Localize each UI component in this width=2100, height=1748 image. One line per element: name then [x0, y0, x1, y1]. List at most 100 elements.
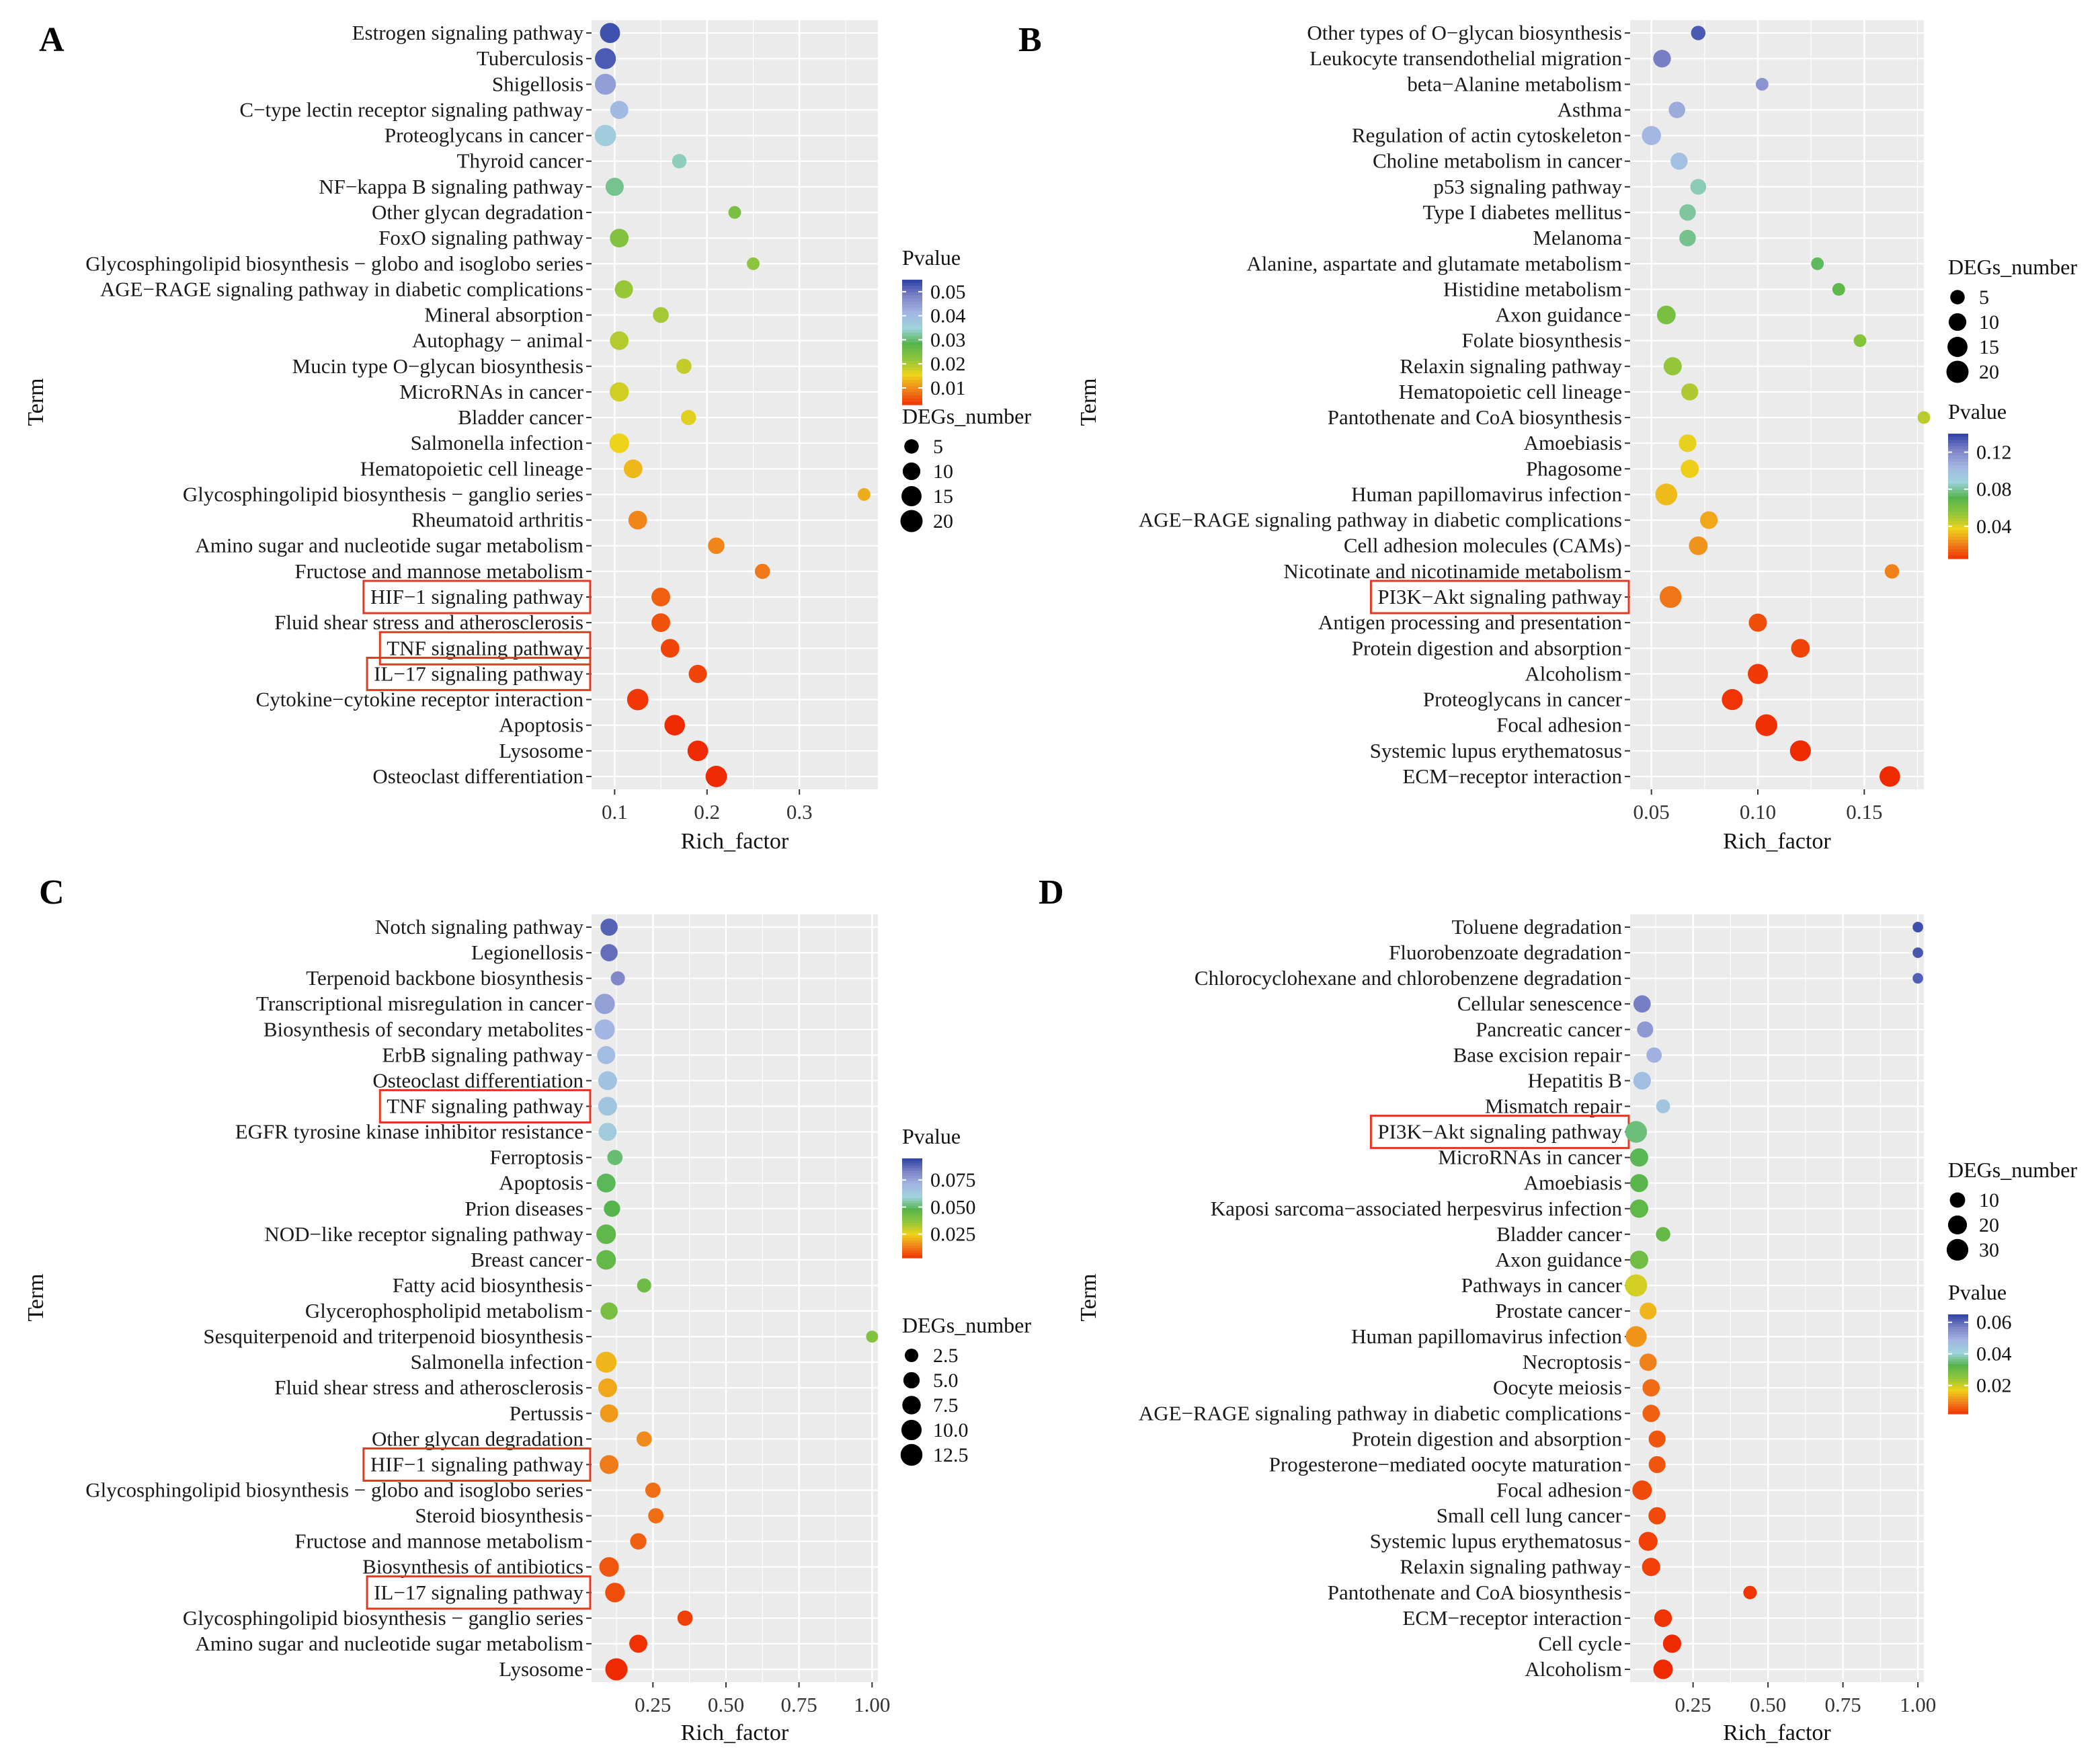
degs-legend-label: 5	[1979, 286, 1989, 309]
pvalue-gradient-step	[1948, 505, 1968, 510]
pvalue-gradient-step	[902, 305, 922, 309]
pvalue-gradient-step	[1948, 455, 1968, 459]
term-label: Legionellosis	[471, 941, 583, 964]
term-label: Phagosome	[1526, 456, 1622, 480]
pvalue-gradient-step	[1948, 1339, 1968, 1343]
pvalue-gradient-step	[1948, 449, 1968, 453]
data-point	[1629, 1174, 1648, 1193]
pvalue-gradient-step	[902, 379, 922, 384]
term-label: PI3K−Akt signaling pathway	[1377, 585, 1622, 608]
data-point	[600, 23, 620, 44]
degs-legend-dot	[901, 1419, 922, 1441]
data-point	[1743, 1585, 1757, 1599]
term-label: Amino sugar and nucleotide sugar metabol…	[195, 1632, 583, 1655]
term-label: Base excision repair	[1453, 1043, 1623, 1066]
x-tick-label: 1.00	[854, 1693, 890, 1716]
pvalue-gradient-step	[902, 348, 922, 352]
pvalue-gradient-step	[1948, 1329, 1968, 1333]
term-label: Toluene degradation	[1452, 915, 1623, 939]
pvalue-gradient-step	[902, 329, 922, 333]
term-label: Focal adhesion	[1496, 1478, 1622, 1502]
pvalue-gradient-step	[1948, 527, 1968, 531]
data-point	[857, 488, 871, 501]
term-label: Chlorocyclohexane and chlorobenzene degr…	[1195, 966, 1623, 990]
data-point	[1642, 1379, 1660, 1397]
highlight-box	[366, 1575, 592, 1610]
degs-size-legend: DEGs_number 510 15 20	[1946, 255, 2077, 383]
x-tick-label: 0.25	[635, 1693, 671, 1716]
pvalue-gradient-step	[902, 307, 922, 312]
term-label: Pathways in cancer	[1461, 1273, 1623, 1297]
pvalue-gradient-step	[902, 323, 922, 327]
x-tick-label: 0.10	[1740, 800, 1776, 824]
data-point	[1659, 586, 1682, 608]
degs-legend-label: 10	[933, 461, 953, 483]
pvalue-gradient-step	[1948, 1341, 1968, 1345]
data-point	[598, 1071, 617, 1090]
term-label: Other glycan degradation	[372, 200, 584, 224]
pvalue-legend-label: 0.06	[1976, 1312, 2012, 1334]
data-point	[1755, 77, 1769, 91]
degs-legend-label: 20	[1979, 1214, 1999, 1236]
data-point	[629, 1634, 647, 1653]
degs-legend-dot	[900, 1443, 923, 1466]
pvalue-legend-label: 0.04	[1976, 516, 2012, 538]
pvalue-legend-label: 0.050	[930, 1196, 976, 1218]
term-label: Salmonella infection	[411, 1350, 584, 1374]
pvalue-gradient-step	[1948, 1366, 1968, 1369]
term-label: Hematopoietic cell lineage	[360, 456, 583, 480]
pvalue-gradient-step	[1948, 1404, 1968, 1407]
data-point	[1629, 1199, 1649, 1218]
pvalue-gradient-step	[902, 1230, 922, 1234]
pvalue-gradient-step	[1948, 537, 1968, 541]
data-point	[628, 510, 647, 530]
term-label: Pertussis	[510, 1401, 583, 1425]
term-label: beta−Alanine metabolism	[1407, 72, 1622, 95]
data-point	[1640, 1302, 1657, 1320]
plot-area	[1630, 914, 1924, 1682]
degs-legend-dot	[904, 439, 919, 454]
data-point	[1625, 1326, 1647, 1347]
data-point	[1642, 1404, 1660, 1423]
degs-legend-title: DEGs_number	[1948, 255, 2077, 279]
data-point	[1748, 613, 1767, 632]
data-point	[651, 613, 670, 633]
data-point	[595, 73, 616, 95]
term-label: Notch signaling pathway	[375, 915, 583, 939]
data-point	[605, 1658, 628, 1681]
pvalue-legend-label: 0.04	[930, 305, 966, 327]
pvalue-gradient-step	[1948, 1369, 1968, 1372]
x-tick-label: 0.25	[1675, 1693, 1711, 1716]
term-label: Cytokine−cytokine receptor interaction	[256, 688, 584, 711]
term-label: Relaxin signaling pathway	[1400, 354, 1622, 378]
pvalue-gradient-step	[1948, 446, 1968, 450]
pvalue-gradient-step	[1948, 1354, 1968, 1357]
term-label: Sesquiterpenoid and triterpenoid biosynt…	[203, 1324, 583, 1348]
term-label: Apoptosis	[499, 713, 583, 737]
data-point	[1629, 1148, 1649, 1167]
data-point	[1679, 229, 1696, 247]
term-label: MicroRNAs in cancer	[1438, 1146, 1622, 1169]
data-point	[595, 48, 616, 69]
data-point	[605, 177, 624, 196]
term-label: Biosynthesis of antibiotics	[362, 1555, 583, 1579]
data-point	[1662, 1634, 1682, 1653]
pvalue-gradient-step	[902, 339, 922, 343]
data-point	[1722, 688, 1743, 711]
pvalue-gradient-step	[1948, 442, 1968, 447]
term-label: PI3K−Akt signaling pathway	[1377, 1120, 1622, 1144]
term-label: Melanoma	[1533, 226, 1622, 249]
pvalue-gradient-step	[902, 1203, 922, 1206]
term-label: Glycosphingolipid biosynthesis − globo a…	[85, 251, 583, 275]
data-point	[1637, 1021, 1654, 1038]
pvalue-gradient-step	[902, 314, 922, 318]
data-point	[747, 257, 760, 270]
pvalue-gradient-step	[1948, 474, 1968, 478]
pvalue-gradient-step	[902, 1175, 922, 1179]
data-point	[610, 971, 625, 986]
degs-legend-label: 5	[933, 436, 943, 458]
data-point	[1884, 564, 1900, 579]
data-point	[600, 918, 618, 936]
term-label: HIF−1 signaling pathway	[370, 1452, 584, 1476]
pvalue-gradient-step	[902, 351, 922, 356]
